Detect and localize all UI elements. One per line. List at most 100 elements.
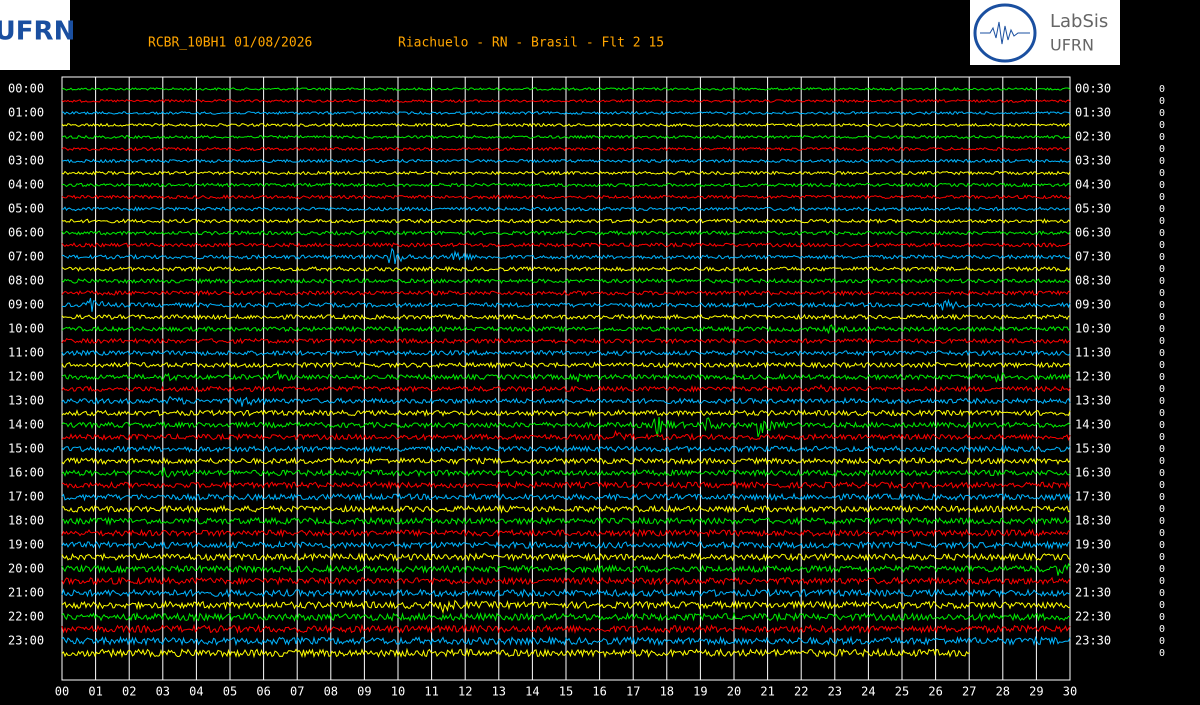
side-value: 0 [1159, 168, 1165, 179]
row-label: 12:00 [8, 370, 44, 384]
row-label: 03:30 [1075, 154, 1111, 168]
side-value: 0 [1159, 624, 1165, 635]
trace [61, 349, 1071, 357]
trace [61, 588, 1071, 598]
row-label: 13:00 [8, 394, 44, 408]
trace [61, 467, 1071, 478]
row-label: 07:00 [8, 250, 44, 264]
x-tick-label: 14 [525, 685, 539, 699]
trace [61, 611, 1071, 623]
trace [61, 230, 1071, 236]
x-tick-label: 23 [828, 685, 842, 699]
trace [61, 324, 1071, 334]
side-value: 0 [1159, 432, 1165, 443]
side-value: 0 [1159, 468, 1165, 479]
side-value: 0 [1159, 588, 1165, 599]
side-value: 0 [1159, 288, 1165, 299]
row-label: 02:30 [1075, 130, 1111, 144]
side-value: 0 [1159, 540, 1165, 551]
side-value: 0 [1159, 180, 1165, 191]
side-value: 0 [1159, 204, 1165, 215]
x-tick-label: 00 [55, 685, 69, 699]
side-value: 0 [1159, 276, 1165, 287]
x-tick-label: 20 [727, 685, 741, 699]
trace [61, 194, 1071, 200]
trace [61, 552, 1071, 563]
side-value: 0 [1159, 420, 1165, 431]
row-label: 01:30 [1075, 106, 1111, 120]
side-value: 0 [1159, 228, 1165, 239]
logo-wave [980, 21, 1030, 45]
row-label: 04:00 [8, 178, 44, 192]
row-label: 03:00 [8, 154, 44, 168]
trace [61, 122, 1071, 128]
side-value: 0 [1159, 156, 1165, 167]
side-value: 0 [1159, 576, 1165, 587]
row-label: 10:00 [8, 322, 44, 336]
side-value: 0 [1159, 528, 1165, 539]
side-value: 0 [1159, 408, 1165, 419]
trace [61, 492, 1071, 502]
side-value: 0 [1159, 552, 1165, 563]
trace [61, 456, 1071, 466]
side-value: 0 [1159, 456, 1165, 467]
location-title: Riachuelo - RN - Brasil - Flt 2 15 [398, 36, 664, 51]
row-label: 16:00 [8, 466, 44, 480]
row-label: 15:00 [8, 442, 44, 456]
row-label: 17:00 [8, 490, 44, 504]
x-tick-label: 25 [895, 685, 909, 699]
x-tick-label: 18 [660, 685, 674, 699]
row-label: 09:30 [1075, 298, 1111, 312]
trace [61, 576, 1071, 586]
x-tick-label: 06 [256, 685, 270, 699]
row-label: 19:30 [1075, 538, 1111, 552]
row-label: 07:30 [1075, 250, 1111, 264]
side-value: 0 [1159, 96, 1165, 107]
trace [61, 247, 1071, 264]
side-value: 0 [1159, 240, 1165, 251]
trace [61, 241, 1071, 248]
x-tick-label: 09 [357, 685, 371, 699]
ufrn-logo: UFRN [0, 0, 75, 70]
trace [61, 417, 1071, 437]
trace [61, 623, 1071, 634]
side-value: 0 [1159, 360, 1165, 371]
trace [61, 110, 1071, 116]
trace [61, 289, 1071, 297]
row-label: 15:30 [1075, 442, 1111, 456]
trace [61, 265, 1071, 273]
logo-ring [973, 3, 1037, 63]
row-label: 22:30 [1075, 610, 1111, 624]
x-tick-label: 19 [693, 685, 707, 699]
side-value: 0 [1159, 480, 1165, 491]
x-tick-label: 02 [122, 685, 136, 699]
side-value: 0 [1159, 504, 1165, 515]
logo-text: UFRN [0, 17, 75, 47]
row-label: 05:30 [1075, 202, 1111, 216]
trace [61, 277, 1071, 285]
station-title: RCBR_10BH1 01/08/2026 [148, 36, 312, 51]
x-tick-label: 16 [592, 685, 606, 699]
trace [61, 540, 1071, 550]
trace [61, 429, 1071, 442]
x-tick-label: 11 [424, 685, 438, 699]
row-label: 22:00 [8, 610, 44, 624]
row-label: 00:30 [1075, 82, 1111, 96]
trace [61, 444, 1071, 454]
x-tick-label: 12 [458, 685, 472, 699]
trace [61, 635, 1071, 647]
trace [61, 98, 1071, 104]
row-label: 04:30 [1075, 178, 1111, 192]
row-label: 21:00 [8, 586, 44, 600]
row-label: 18:00 [8, 514, 44, 528]
row-label: 20:00 [8, 562, 44, 576]
trace [61, 361, 1071, 369]
trace [61, 134, 1071, 140]
side-value: 0 [1159, 492, 1165, 503]
row-label: 06:00 [8, 226, 44, 240]
row-label: 08:00 [8, 274, 44, 288]
side-value: 0 [1159, 336, 1165, 347]
side-value: 0 [1159, 564, 1165, 575]
side-value: 0 [1159, 120, 1165, 131]
